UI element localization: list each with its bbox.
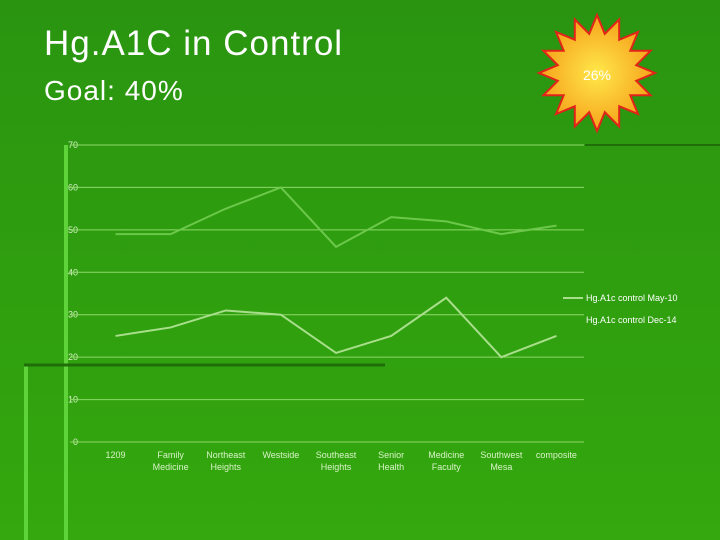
subtitle: Goal: 40% [44, 75, 184, 106]
series-line [115, 186, 557, 249]
badge-text: 26% [583, 67, 611, 83]
legend-label: Hg.A1c control Dec-14 [586, 315, 677, 325]
x-tick-label: composite [536, 450, 577, 460]
decor-bar [64, 145, 68, 540]
x-tick-label: Southwest Mesa [480, 450, 523, 472]
x-tick-label: Medicine Faculty [428, 450, 464, 472]
x-tick-label: Southeast Heights [316, 450, 357, 472]
x-tick-label: 1209 [106, 450, 126, 460]
x-tick-label: Family Medicine [153, 450, 189, 472]
title: Hg.A1C in Control [44, 24, 343, 63]
x-tick-label: Northeast Heights [206, 450, 246, 472]
starburst [536, 12, 658, 134]
legend-label: Hg.A1c control May-10 [586, 293, 678, 303]
x-tick-label: Senior Health [378, 450, 404, 472]
x-tick-label: Westside [262, 450, 299, 460]
decor-bar [24, 365, 28, 540]
series-line [115, 296, 557, 359]
